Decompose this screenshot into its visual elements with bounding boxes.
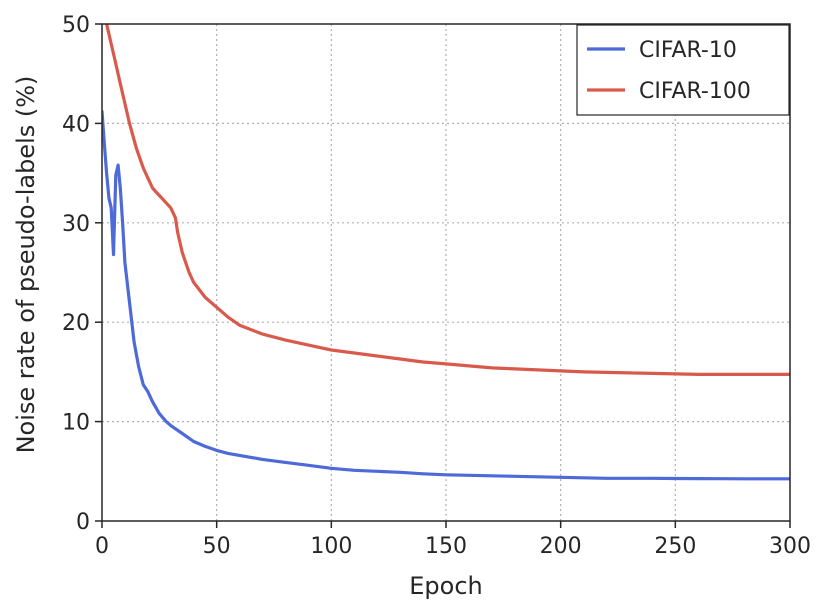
y-tick-label: 30 (62, 212, 90, 237)
series-line-cifar-100 (104, 24, 790, 376)
y-tick-label: 10 (62, 411, 90, 436)
y-tick-label: 0 (76, 510, 90, 535)
x-axis-label: Epoch (409, 572, 483, 600)
y-axis-label: Noise rate of pseudo-labels (%) (12, 76, 40, 454)
legend-label: CIFAR-10 (639, 38, 737, 63)
legend-box (576, 24, 790, 116)
y-tick-label: 20 (62, 311, 90, 336)
x-tick-label: 0 (95, 534, 109, 559)
x-tick-label: 100 (310, 534, 352, 559)
x-tick-label: 250 (654, 534, 696, 559)
x-tick-label: 150 (425, 534, 467, 559)
x-tick-label: 50 (203, 534, 231, 559)
legend-label: CIFAR-100 (639, 79, 751, 104)
series-lines (102, 24, 790, 481)
y-tick-label: 50 (62, 13, 90, 38)
x-tick-label: 200 (540, 534, 582, 559)
axis-ticks: 0 50 100 150 200 250 300 0 10 20 30 40 50 (62, 13, 811, 559)
y-tick-label: 40 (62, 112, 90, 137)
series-line-cifar-10 (102, 109, 790, 481)
legend: CIFAR-10 CIFAR-100 (576, 24, 790, 116)
x-tick-label: 300 (769, 534, 811, 559)
